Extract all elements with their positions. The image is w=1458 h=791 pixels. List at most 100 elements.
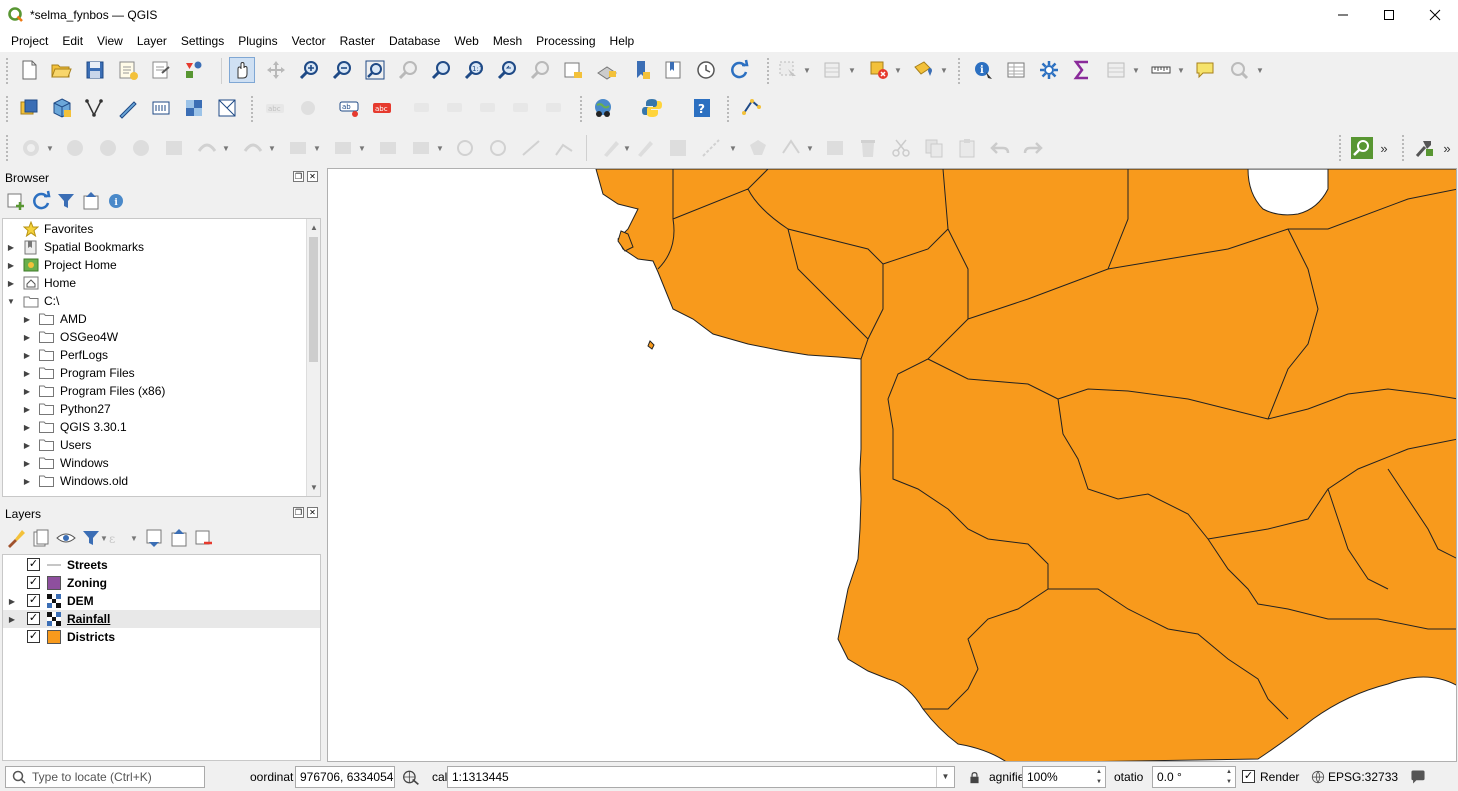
add-part-icon[interactable] bbox=[62, 135, 88, 161]
menu-web[interactable]: Web bbox=[454, 34, 479, 48]
merge-features-icon[interactable] bbox=[375, 135, 401, 161]
menu-processing[interactable]: Processing bbox=[536, 34, 596, 48]
add-group-icon[interactable] bbox=[29, 526, 53, 550]
spin-arrows-icon[interactable]: ▲ ▼ bbox=[1226, 769, 1232, 785]
current-edits-icon[interactable] bbox=[598, 135, 624, 161]
manage-map-themes-icon[interactable] bbox=[54, 526, 78, 550]
digitize-with-segment-icon[interactable] bbox=[698, 135, 724, 161]
new-shapefile-layer-icon[interactable] bbox=[82, 95, 108, 121]
open-field-calculator-icon[interactable] bbox=[1103, 57, 1129, 83]
modify-attributes-icon[interactable] bbox=[822, 135, 848, 161]
browser-item-drive-c[interactable]: ▼ C:\ bbox=[3, 292, 306, 310]
layer-visibility-checkbox[interactable]: ✓ bbox=[27, 576, 40, 589]
attribute-table-icon[interactable] bbox=[1003, 57, 1029, 83]
dropdown-arrow-icon[interactable]: ▼ bbox=[729, 143, 737, 153]
new-geopackage-layer-icon[interactable] bbox=[49, 95, 75, 121]
delete-selected-icon[interactable] bbox=[855, 135, 881, 161]
menu-help[interactable]: Help bbox=[609, 34, 635, 48]
paste-features-icon[interactable] bbox=[954, 135, 980, 161]
reshape-features-icon[interactable] bbox=[194, 135, 220, 161]
browser-folder-python27[interactable]: ▶ Python27 bbox=[3, 400, 306, 418]
expand-arrow-icon[interactable]: ▶ bbox=[23, 368, 31, 378]
new-print-layout-icon[interactable] bbox=[115, 57, 141, 83]
processing-tools-icon[interactable] bbox=[1411, 135, 1437, 161]
rotation-spinbox[interactable]: 0.0 ° ▲ ▼ bbox=[1152, 766, 1236, 788]
zoom-to-layer-icon[interactable] bbox=[428, 57, 454, 83]
menu-raster[interactable]: Raster bbox=[339, 34, 375, 48]
zoom-next-icon[interactable] bbox=[527, 57, 553, 83]
layer-zoning[interactable]: ✓ Zoning bbox=[3, 574, 320, 592]
new-mesh-layer-icon[interactable] bbox=[214, 95, 240, 121]
float-panel-icon[interactable]: ❐ bbox=[293, 171, 304, 182]
layer-rainfall[interactable]: ▶ ✓ Rainfall bbox=[3, 610, 320, 628]
filter-legend-icon[interactable] bbox=[79, 526, 103, 550]
refresh-browser-icon[interactable] bbox=[29, 189, 53, 213]
undo-icon[interactable] bbox=[987, 135, 1013, 161]
zoom-in-icon[interactable] bbox=[296, 57, 322, 83]
add-selected-layers-icon[interactable] bbox=[4, 189, 28, 213]
dropdown-arrow-icon[interactable]: ▼ bbox=[1132, 65, 1140, 75]
dropdown-arrow-icon[interactable]: ▼ bbox=[313, 143, 321, 153]
zoom-out-icon[interactable] bbox=[329, 57, 355, 83]
digitizing-tools-icon[interactable] bbox=[738, 95, 764, 121]
delete-part-icon[interactable] bbox=[161, 135, 187, 161]
toggle-extents-icon[interactable] bbox=[400, 765, 422, 789]
menu-edit[interactable]: Edit bbox=[62, 34, 84, 48]
change-label-icon[interactable] bbox=[542, 95, 568, 121]
expand-arrow-icon[interactable]: ▶ bbox=[23, 458, 31, 468]
layer-visibility-checkbox[interactable]: ✓ bbox=[27, 594, 40, 607]
toggle-editing-icon[interactable] bbox=[632, 135, 658, 161]
layout-manager-icon[interactable] bbox=[148, 57, 174, 83]
fill-ring-icon[interactable] bbox=[95, 135, 121, 161]
filter-by-expression-icon[interactable]: ε bbox=[105, 526, 129, 550]
properties-info-icon[interactable]: i bbox=[104, 189, 128, 213]
toolbar-grip[interactable] bbox=[6, 58, 10, 84]
menu-settings[interactable]: Settings bbox=[180, 34, 225, 48]
add-feature-icon[interactable] bbox=[745, 135, 771, 161]
menu-plugins[interactable]: Plugins bbox=[238, 34, 278, 48]
expand-arrow-icon[interactable]: ▶ bbox=[7, 260, 15, 270]
map-canvas[interactable] bbox=[327, 168, 1457, 762]
render-checkbox[interactable]: ✓ bbox=[1242, 770, 1255, 783]
dropdown-arrow-icon[interactable]: ▼ bbox=[806, 143, 814, 153]
close-panel-icon[interactable]: ✕ bbox=[307, 507, 318, 518]
offset-curve-icon[interactable] bbox=[240, 135, 266, 161]
expand-arrow-icon[interactable]: ▶ bbox=[23, 350, 31, 360]
save-edits-icon[interactable] bbox=[665, 135, 691, 161]
add-ring-icon[interactable] bbox=[18, 135, 44, 161]
menu-layer[interactable]: Layer bbox=[136, 34, 167, 48]
locate-search-field[interactable]: Type to locate (Ctrl+K) bbox=[5, 766, 205, 788]
filter-browser-icon[interactable] bbox=[54, 189, 78, 213]
zoom-last-icon[interactable] bbox=[494, 57, 520, 83]
toolbar-overflow-icon[interactable]: » bbox=[1380, 140, 1388, 156]
style-manager-icon[interactable] bbox=[181, 57, 207, 83]
expand-arrow-icon[interactable]: ▶ bbox=[23, 440, 31, 450]
dropdown-arrow-icon[interactable]: ▼ bbox=[358, 143, 366, 153]
expand-all-icon[interactable] bbox=[142, 526, 166, 550]
deselect-all-icon[interactable] bbox=[866, 57, 892, 83]
label-settings-icon[interactable]: abc bbox=[369, 95, 395, 121]
dropdown-arrow-icon[interactable]: ▼ bbox=[436, 143, 444, 153]
browser-folder-users[interactable]: ▶ Users bbox=[3, 436, 306, 454]
menu-mesh[interactable]: Mesh bbox=[492, 34, 523, 48]
crs-globe-icon[interactable] bbox=[1309, 765, 1327, 789]
new-map-view-icon[interactable] bbox=[560, 57, 586, 83]
crs-label[interactable]: EPSG:32733 bbox=[1328, 770, 1399, 784]
help-icon[interactable]: ? bbox=[689, 95, 715, 121]
dropdown-arrow-icon[interactable]: ▼ bbox=[803, 65, 811, 75]
trim-extend-icon[interactable] bbox=[518, 135, 544, 161]
layer-visibility-checkbox[interactable]: ✓ bbox=[27, 612, 40, 625]
select-by-attribute-icon[interactable] bbox=[820, 57, 846, 83]
show-hide-labels-icon[interactable] bbox=[443, 95, 469, 121]
cut-features-icon[interactable] bbox=[888, 135, 914, 161]
dropdown-arrow-icon[interactable]: ▼ bbox=[940, 65, 948, 75]
float-panel-icon[interactable]: ❐ bbox=[293, 507, 304, 518]
split-parts-icon[interactable] bbox=[330, 135, 356, 161]
dropdown-arrow-icon[interactable]: ▼ bbox=[1177, 65, 1185, 75]
temporal-controller-icon[interactable] bbox=[693, 57, 719, 83]
browser-item-spatial-bookmarks[interactable]: ▶ Spatial Bookmarks bbox=[3, 238, 306, 256]
scale-combobox[interactable]: 1:1313445 ▼ bbox=[447, 766, 955, 788]
collapse-all-layers-icon[interactable] bbox=[167, 526, 191, 550]
save-project-icon[interactable] bbox=[82, 57, 108, 83]
copy-features-icon[interactable] bbox=[921, 135, 947, 161]
